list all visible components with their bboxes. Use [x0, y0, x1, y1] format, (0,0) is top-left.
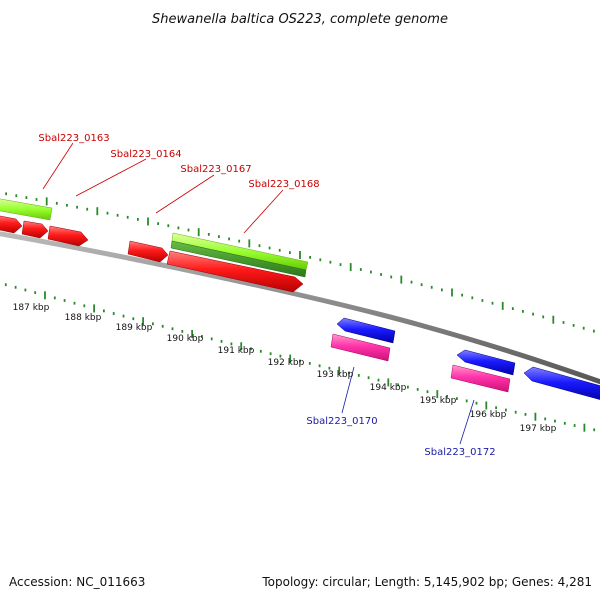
gene-label-0168[interactable]: Sbal223_0168 — [248, 179, 319, 190]
forward-gene-bars — [0, 198, 309, 278]
genome-summary-text: Topology: circular; Length: 5,145,902 bp… — [261, 575, 592, 589]
cds-arrow-0167[interactable] — [127, 240, 169, 263]
kbp-label-196: 196 kbp — [470, 410, 507, 420]
outer-tick-ring — [5, 192, 595, 333]
gene-label-0167[interactable]: Sbal223_0167 — [180, 164, 251, 175]
kbp-label-191: 191 kbp — [218, 346, 255, 356]
kbp-label-190: 190 kbp — [167, 334, 204, 344]
kbp-label-195: 195 kbp — [420, 396, 457, 406]
genome-backbone — [0, 231, 600, 385]
gene-bar-0172[interactable] — [450, 364, 511, 393]
kbp-label-192: 192 kbp — [268, 358, 305, 368]
forward-cds-arrows — [0, 215, 304, 293]
forward-gene-labels: Sbal223_0163 Sbal223_0164 Sbal223_0167 S… — [38, 133, 319, 190]
map-title: Shewanella baltica OS223, complete genom… — [152, 12, 448, 27]
cds-arrow-0173[interactable] — [523, 366, 600, 401]
kbp-labels: 187 kbp 188 kbp 189 kbp 190 kbp 191 kbp … — [13, 303, 557, 434]
cds-arrow-0171[interactable] — [456, 349, 516, 376]
label-leader-lines — [42, 142, 475, 445]
cds-arrow-0164[interactable] — [21, 220, 49, 239]
kbp-label-197: 197 kbp — [520, 424, 557, 434]
cds-arrow-0168[interactable] — [166, 250, 304, 293]
kbp-label-187: 187 kbp — [13, 303, 50, 313]
gene-label-0163[interactable]: Sbal223_0163 — [38, 133, 109, 144]
gene-label-0172[interactable]: Sbal223_0172 — [424, 447, 495, 458]
cds-arrow-0163[interactable] — [0, 215, 23, 234]
cds-arrow-0169[interactable] — [336, 317, 396, 344]
cds-arrow-0165[interactable] — [47, 225, 89, 247]
kbp-label-194: 194 kbp — [370, 383, 407, 393]
gene-label-0164[interactable]: Sbal223_0164 — [110, 149, 181, 160]
inner-tick-ring — [4, 283, 596, 432]
reverse-gene-labels: Sbal223_0170 Sbal223_0172 — [306, 416, 495, 458]
accession-text: Accession: NC_011663 — [9, 575, 145, 589]
gene-bar-0170[interactable] — [330, 333, 391, 362]
kbp-label-193: 193 kbp — [317, 370, 354, 380]
reverse-gene-bars — [330, 333, 511, 393]
kbp-label-189: 189 kbp — [116, 323, 153, 333]
gene-bar-0168-dark[interactable] — [170, 240, 307, 278]
gene-bar-0163[interactable] — [0, 198, 53, 221]
reverse-cds-arrows — [336, 317, 600, 401]
gene-label-0170[interactable]: Sbal223_0170 — [306, 416, 377, 427]
kbp-label-188: 188 kbp — [65, 313, 102, 323]
